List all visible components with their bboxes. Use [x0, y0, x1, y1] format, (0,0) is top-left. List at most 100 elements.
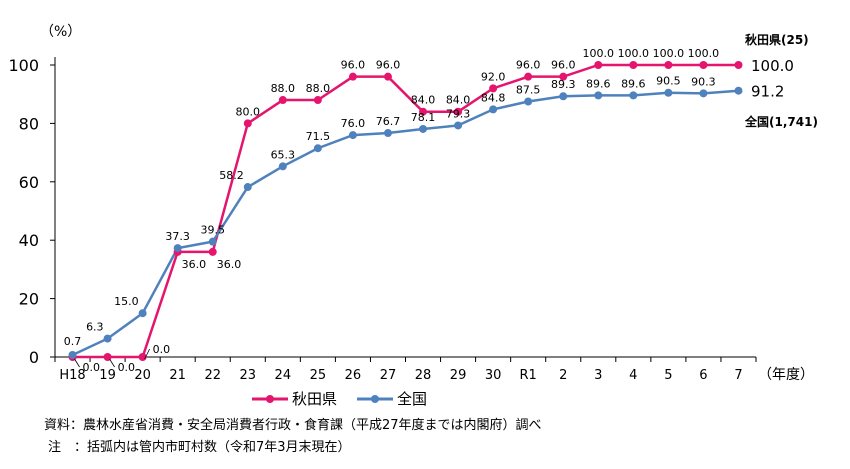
data-point — [594, 61, 603, 69]
data-label: 88.0 — [271, 82, 296, 95]
data-point — [313, 96, 322, 105]
data-label: 84.0 — [411, 94, 436, 107]
data-label: 96.0 — [516, 59, 541, 72]
legend-label-akita: 秋田県 — [292, 390, 338, 408]
data-point — [138, 309, 147, 318]
data-label: 96.0 — [551, 59, 576, 72]
data-label: 0.0 — [153, 343, 171, 356]
end-value-label: 91.2 — [751, 83, 784, 101]
x-tick-label: 21 — [169, 368, 186, 383]
x-tick-label: 24 — [275, 368, 292, 383]
x-tick-label: 3 — [594, 368, 602, 383]
x-tick-label: 29 — [450, 368, 467, 383]
data-label: 96.0 — [376, 59, 401, 72]
data-point — [68, 350, 77, 359]
data-label: 79.3 — [446, 107, 471, 120]
leader-line — [109, 358, 115, 368]
data-point — [383, 129, 392, 138]
data-point — [419, 107, 428, 116]
data-point — [734, 86, 743, 95]
y-tick-label: 100 — [8, 56, 39, 75]
data-point — [173, 244, 182, 253]
data-label: 71.5 — [306, 130, 331, 143]
data-point — [243, 183, 252, 192]
series-label-national: 全国(1,741) — [744, 114, 818, 129]
series-line-1 — [71, 89, 739, 357]
data-label: 96.0 — [341, 59, 366, 72]
data-point — [208, 247, 217, 256]
data-label: 92.0 — [481, 70, 506, 83]
x-tick-label: 26 — [345, 368, 362, 383]
y-tick-label: 20 — [19, 290, 39, 309]
legend-marker-national — [357, 394, 394, 403]
data-label: 76.7 — [376, 115, 401, 128]
y-tick-label: 40 — [19, 231, 39, 250]
x-tick-label: 7 — [734, 368, 742, 383]
data-point — [454, 107, 463, 116]
series-line-0 — [72, 63, 739, 359]
data-label: 80.0 — [236, 105, 261, 118]
y-tick-label: 60 — [19, 173, 39, 192]
legend-label-national: 全国 — [397, 390, 428, 408]
data-point — [454, 121, 463, 130]
data-label: 36.0 — [182, 258, 207, 271]
leader-line — [74, 358, 80, 368]
data-point — [524, 72, 533, 81]
data-label: 65.3 — [271, 148, 296, 161]
data-point — [243, 119, 252, 128]
data-label: 0.0 — [118, 361, 136, 374]
data-label: 88.0 — [306, 82, 331, 95]
data-point — [489, 84, 498, 93]
data-label: 36.0 — [217, 258, 242, 271]
x-tick-label: 22 — [204, 368, 221, 383]
legend: 秋田県 全国 — [250, 388, 427, 409]
data-label: 0.7 — [64, 335, 82, 348]
data-label: 15.0 — [114, 295, 139, 308]
data-label: 39.5 — [200, 224, 225, 237]
x-tick-label: 4 — [629, 368, 637, 383]
data-point — [348, 131, 357, 140]
data-point — [594, 91, 603, 100]
data-point — [278, 96, 287, 105]
x-tick-label: R1 — [520, 368, 537, 383]
data-label: 100.0 — [583, 47, 615, 60]
data-label: 100.0 — [653, 47, 685, 60]
data-label: 100.0 — [618, 47, 650, 60]
data-point — [208, 237, 217, 246]
x-tick-label: 6 — [699, 368, 707, 383]
data-point — [699, 89, 708, 98]
data-point — [419, 124, 428, 133]
data-point — [734, 61, 743, 69]
data-label: 90.5 — [656, 75, 681, 88]
data-point — [664, 61, 673, 69]
data-label: 89.6 — [586, 77, 611, 90]
x-tick-label: 28 — [415, 368, 432, 383]
data-point — [313, 144, 322, 153]
data-point — [489, 105, 498, 114]
data-label: 89.6 — [621, 77, 646, 90]
data-point — [383, 72, 392, 81]
data-label: 90.3 — [691, 75, 716, 88]
x-tick-label: 2 — [559, 368, 567, 383]
data-label: 37.3 — [165, 230, 190, 243]
source-note: 資料：農林水産省消費・安全局消費者行政・食育課（平成27年度までは内閣府）調べ — [44, 418, 542, 433]
y-tick-label: 0 — [29, 348, 39, 367]
x-tick-label: 20 — [134, 368, 151, 383]
data-label: 100.0 — [688, 47, 720, 60]
x-tick-label: 27 — [380, 368, 397, 383]
data-label: 58.2 — [219, 169, 244, 182]
data-label: 84.0 — [446, 94, 471, 107]
data-point — [559, 92, 568, 101]
data-label: 76.0 — [341, 117, 366, 130]
data-point — [103, 334, 112, 343]
end-value-label: 100.0 — [751, 57, 794, 75]
y-tick-label: 80 — [19, 114, 39, 133]
x-tick-label: 25 — [310, 368, 327, 383]
data-point — [699, 61, 708, 69]
data-label: 78.1 — [411, 111, 436, 124]
data-point — [348, 72, 357, 81]
legend-item-akita: 秋田県 — [250, 388, 337, 409]
data-label: 0.0 — [83, 361, 101, 374]
